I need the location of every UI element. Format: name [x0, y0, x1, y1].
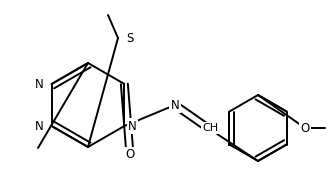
Text: N: N [171, 98, 180, 112]
Text: S: S [126, 31, 133, 45]
Text: N: N [35, 78, 44, 90]
Text: O: O [125, 149, 135, 162]
Text: N: N [128, 120, 137, 132]
Text: N: N [35, 120, 44, 132]
Text: CH: CH [202, 123, 218, 133]
Text: O: O [300, 122, 310, 134]
